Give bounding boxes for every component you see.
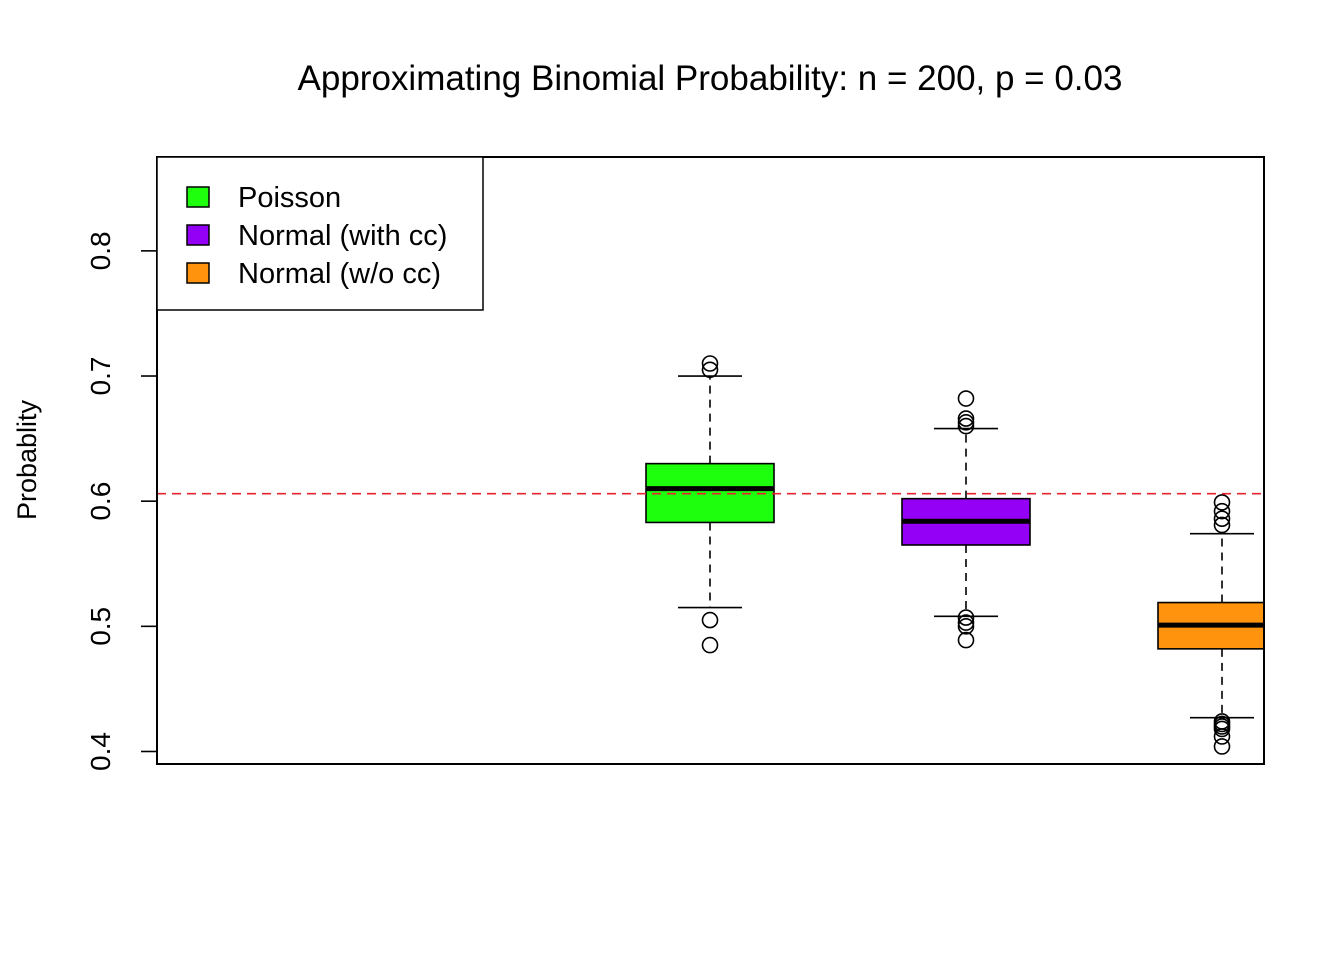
y-tick-label: 0.6 — [85, 482, 116, 521]
outlier-point — [1213, 720, 1231, 738]
y-tick-label: 0.4 — [85, 732, 116, 771]
legend: Poisson Normal (with cc) Normal (w/o cc) — [156, 156, 484, 311]
chart-title: Approximating Binomial Probability: n = … — [298, 59, 1123, 98]
outlier-point — [1213, 516, 1231, 534]
outlier-point — [957, 417, 975, 435]
outlier-point — [701, 361, 719, 379]
legend-label: Normal (with cc) — [238, 220, 447, 252]
plot-frame — [156, 156, 1265, 765]
outlier-point — [701, 636, 719, 654]
y-tick-label: 0.7 — [85, 357, 116, 396]
outlier-point — [701, 611, 719, 629]
outlier-point — [957, 618, 975, 635]
legend-label: Poisson — [238, 182, 341, 214]
outlier-point — [701, 355, 719, 372]
outlier-point — [957, 614, 975, 631]
legend-swatch — [186, 262, 210, 284]
outlier-point — [1213, 494, 1231, 511]
outlier-point — [1213, 510, 1231, 527]
y-tick-label: 0.8 — [85, 231, 116, 270]
legend-swatch — [186, 186, 210, 208]
outlier-point — [957, 631, 975, 649]
box-normal-with-cc — [901, 390, 1031, 649]
boxes — [645, 355, 1265, 755]
box-normal-w-o-cc — [1157, 494, 1265, 755]
y-tick-label: 0.5 — [85, 607, 116, 646]
outlier-point — [957, 609, 975, 626]
legend-label: Normal (w/o cc) — [238, 258, 441, 290]
outlier-point — [1213, 728, 1231, 745]
outlier-point — [1213, 738, 1231, 755]
y-axis-label: Probablity — [12, 399, 42, 520]
outlier-point — [957, 390, 975, 407]
outlier-point — [1213, 502, 1231, 520]
box-poisson — [645, 355, 775, 654]
box-body — [645, 462, 775, 524]
legend-swatch — [186, 224, 210, 246]
y-axis: 0.4 0.5 0.6 0.7 0.8 — [85, 231, 158, 771]
outlier-point — [957, 414, 975, 431]
legend-box — [156, 156, 484, 311]
outlier-point — [957, 410, 975, 427]
